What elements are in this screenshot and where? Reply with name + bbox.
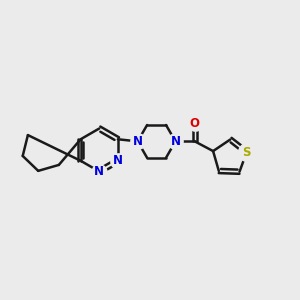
Text: N: N: [170, 135, 181, 148]
Text: N: N: [94, 165, 104, 178]
Text: S: S: [242, 146, 251, 159]
Text: N: N: [133, 135, 142, 148]
Text: N: N: [113, 154, 123, 167]
Text: O: O: [190, 117, 200, 130]
